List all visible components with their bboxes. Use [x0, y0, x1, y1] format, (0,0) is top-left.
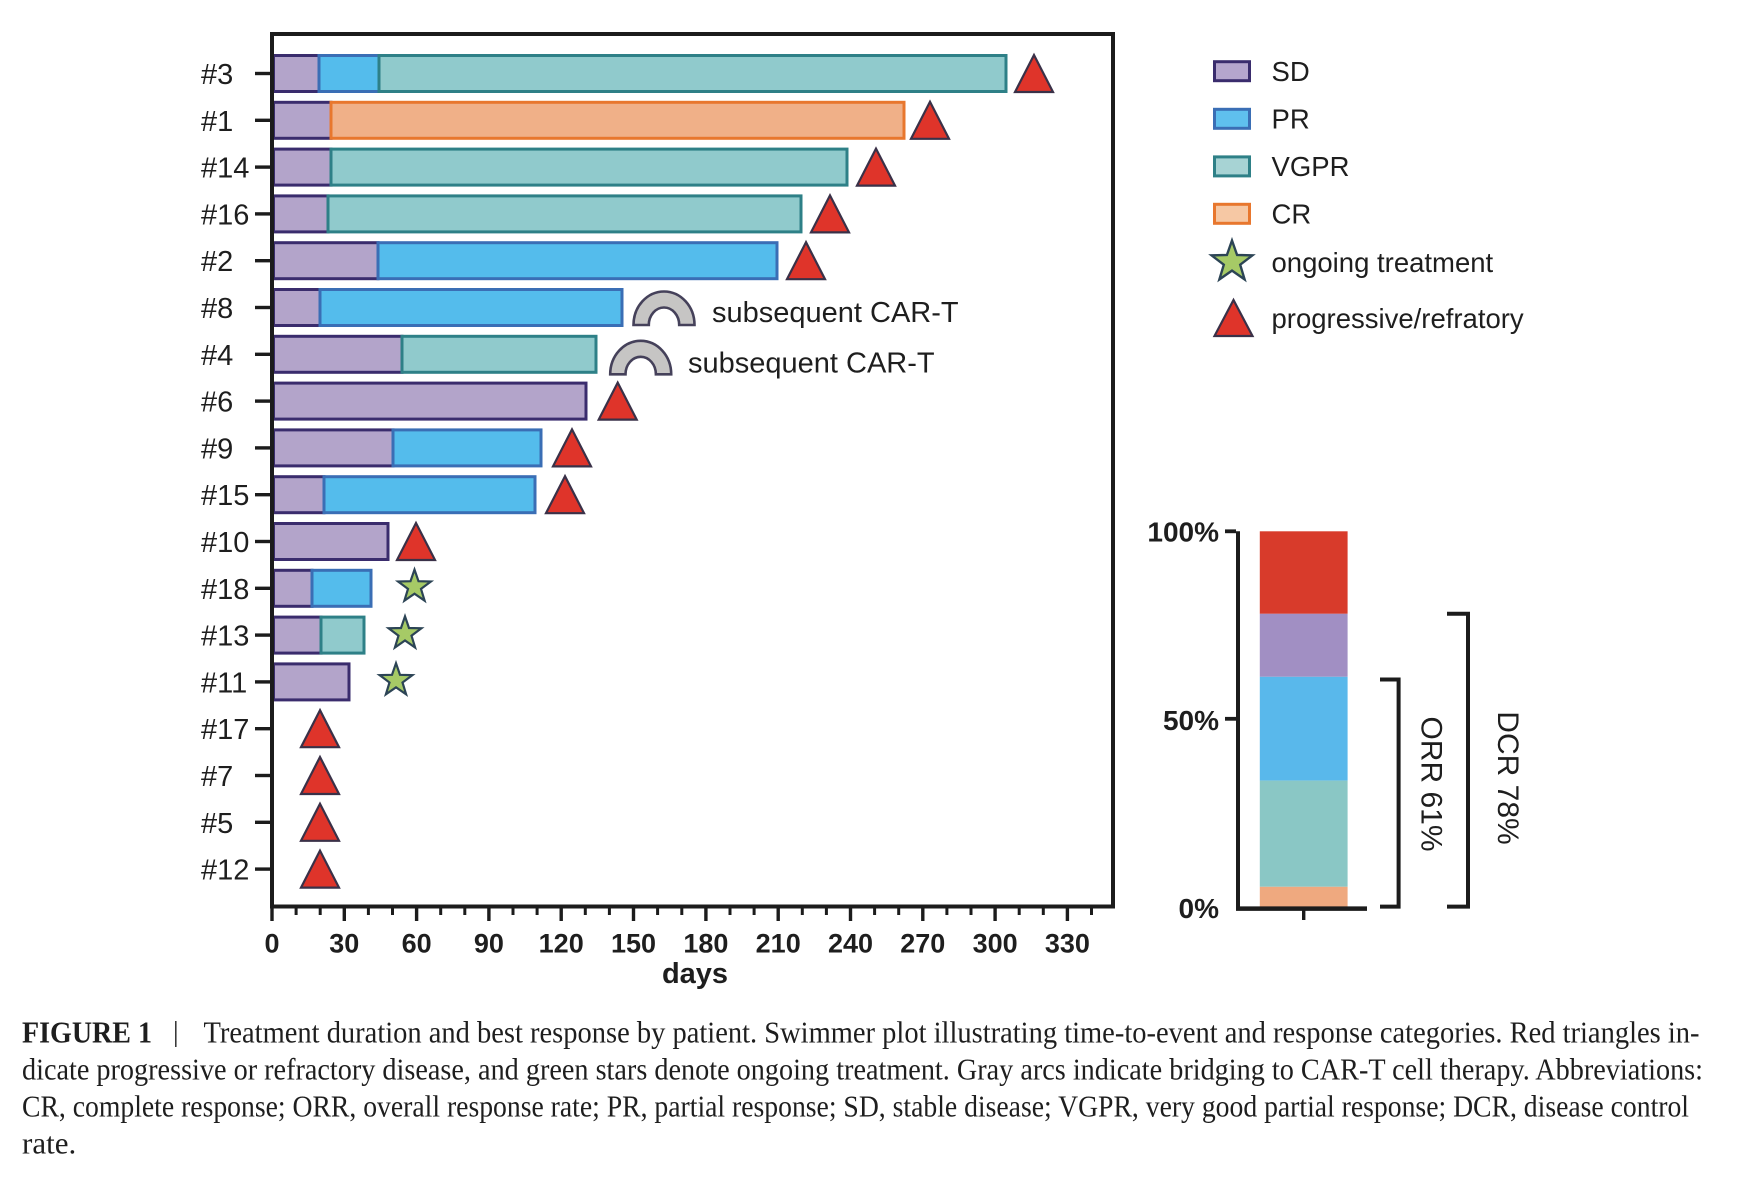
svg-text:120: 120	[539, 929, 584, 959]
svg-text:#5: #5	[201, 808, 233, 840]
svg-text:30: 30	[329, 929, 359, 959]
svg-text:#2: #2	[201, 246, 233, 278]
svg-text:60: 60	[402, 929, 432, 959]
svg-text:progressive/refratory: progressive/refratory	[1272, 303, 1524, 334]
svg-text:PR: PR	[1272, 104, 1310, 135]
svg-text:#13: #13	[201, 621, 249, 653]
svg-text:330: 330	[1045, 929, 1090, 959]
svg-text:#8: #8	[201, 293, 233, 325]
svg-text:#10: #10	[201, 527, 249, 559]
svg-text:CR, complete response; ORR, ov: CR, complete response; ORR, overall resp…	[22, 1089, 1689, 1124]
svg-text:300: 300	[973, 929, 1018, 959]
svg-text:Treatment duration and best re: Treatment duration and best response by …	[204, 1015, 1700, 1050]
svg-text:#18: #18	[201, 574, 249, 606]
svg-text:#11: #11	[201, 667, 247, 699]
svg-text:#4: #4	[201, 340, 233, 372]
svg-text:ORR 61%: ORR 61%	[1415, 716, 1448, 851]
svg-text:#14: #14	[201, 153, 249, 185]
svg-text:#7: #7	[201, 761, 233, 793]
svg-text:SD: SD	[1272, 56, 1310, 87]
svg-text:subsequent CAR-T: subsequent CAR-T	[688, 347, 935, 379]
svg-text:180: 180	[683, 929, 728, 959]
svg-text:90: 90	[474, 929, 504, 959]
svg-text:150: 150	[611, 929, 656, 959]
svg-text:#9: #9	[201, 433, 233, 465]
svg-text:100%: 100%	[1147, 517, 1219, 548]
svg-text:#16: #16	[201, 199, 249, 231]
svg-text:#17: #17	[201, 714, 249, 746]
svg-text:#1: #1	[201, 106, 233, 138]
svg-text:VGPR: VGPR	[1272, 151, 1350, 182]
svg-text:DCR 78%: DCR 78%	[1491, 711, 1524, 844]
svg-text:#6: #6	[201, 387, 233, 419]
svg-text:|: |	[173, 1017, 179, 1048]
svg-text:days: days	[662, 958, 728, 990]
svg-text:subsequent CAR-T: subsequent CAR-T	[712, 297, 959, 329]
svg-text:0%: 0%	[1179, 893, 1220, 924]
svg-text:FIGURE 1: FIGURE 1	[22, 1015, 152, 1050]
svg-text:50%: 50%	[1163, 705, 1219, 736]
svg-text:#12: #12	[201, 855, 249, 887]
svg-text:270: 270	[900, 929, 945, 959]
svg-text:#15: #15	[201, 480, 249, 512]
svg-text:dicate progressive or refracto: dicate progressive or refractory disease…	[22, 1052, 1703, 1087]
svg-text:210: 210	[756, 929, 801, 959]
svg-text:CR: CR	[1272, 199, 1312, 230]
svg-text:240: 240	[828, 929, 873, 959]
svg-text:ongoing treatment: ongoing treatment	[1272, 247, 1494, 278]
svg-text:rate.: rate.	[22, 1126, 76, 1161]
svg-text:0: 0	[264, 929, 279, 959]
svg-text:#3: #3	[201, 59, 233, 91]
